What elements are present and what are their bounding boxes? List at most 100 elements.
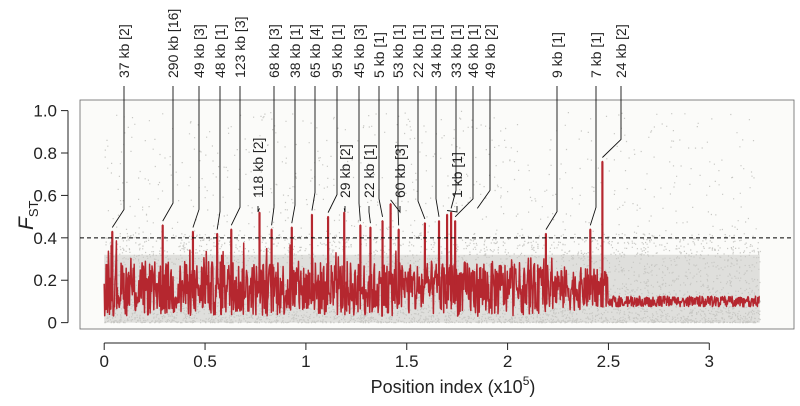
- peak-annotation: 5 kb [1]: [371, 32, 387, 217]
- annotation-leader: [454, 86, 474, 218]
- annotation-label: 22 kb [1]: [410, 24, 426, 78]
- peak-annotation: 9 kb [1]: [545, 32, 565, 230]
- annotation-label: 48 kb [1]: [212, 24, 228, 78]
- annotation-label: 45 kb [3]: [351, 24, 367, 78]
- y-tick-label: 0.6: [33, 186, 57, 205]
- x-tick-label: 0: [99, 352, 108, 371]
- y-axis-label: FST: [15, 201, 41, 230]
- peak-annotation: 7 kb [1]: [588, 32, 604, 226]
- window-line: [103, 160, 760, 317]
- annotation-leader: [216, 86, 221, 230]
- x-tick-label: 1: [301, 352, 310, 371]
- x-tick-label: 1.5: [395, 352, 419, 371]
- annotation-label: 60 kb [3]: [392, 144, 408, 198]
- annotation-label: 34 kb [1]: [428, 24, 444, 78]
- annotation-leader: [602, 86, 622, 158]
- annotation-label: 118 kb [2]: [250, 138, 266, 198]
- annotation-label: 38 kb [1]: [287, 24, 303, 78]
- annotation-leader: [271, 86, 275, 226]
- x-axis-label: Position index (x105): [371, 374, 536, 397]
- y-tick-label: 1.0: [33, 102, 57, 121]
- annotation-leader: [450, 86, 457, 209]
- annotation-leader: [390, 199, 401, 214]
- annotation-leader: [257, 206, 260, 213]
- annotation-label: 53 kb [1]: [390, 24, 406, 78]
- peak-annotation: 118 kb [2]: [250, 138, 266, 213]
- annotation-label: 33 kb [1]: [448, 24, 464, 78]
- peak-annotation: 45 kb [3]: [351, 24, 367, 222]
- x-tick-label: 2.5: [597, 352, 621, 371]
- axes: 0 0.5 1 1.5 2 2.5 3 0 0.2 0.4 0.6 0.8 1.0: [33, 102, 714, 371]
- peak-annotation: 29 kb [2]: [337, 144, 353, 213]
- peak-annotation: 22 kb [1]: [361, 144, 377, 224]
- annotation-label: 1 kb [1]: [449, 152, 465, 198]
- annotation-leader: [111, 86, 125, 228]
- annotation-label: 49 kb [2]: [482, 24, 498, 78]
- peak-annotation: 38 kb [1]: [287, 24, 303, 224]
- annotation-label: 65 kb [4]: [307, 24, 323, 78]
- annotation-leader: [343, 206, 346, 213]
- annotation-label: 95 kb [1]: [329, 24, 345, 78]
- annotation-leader: [417, 86, 426, 220]
- annotation-label: 123 kb [3]: [232, 17, 248, 79]
- x-axis-label-close: ): [529, 377, 535, 397]
- peak-annotation: 34 kb [1]: [428, 24, 444, 217]
- y-tick-label: 0.8: [33, 144, 57, 163]
- annotation-leader: [291, 86, 296, 224]
- annotation-leader: [589, 86, 597, 226]
- annotation-label: 24 kb [2]: [613, 24, 629, 78]
- peak-annotation: 290 kb [16]: [162, 9, 181, 222]
- peak-annotation: 60 kb [3]: [390, 144, 408, 214]
- x-tick-label: 0.5: [193, 352, 217, 371]
- annotation-label: 49 kb [3]: [191, 24, 207, 78]
- peak-annotation: 123 kb [3]: [230, 17, 248, 226]
- peak-annotation: 46 kb [1]: [454, 24, 481, 218]
- annotation-label: 9 kb [1]: [549, 32, 565, 78]
- window-series: [103, 160, 760, 317]
- annotation-label: 68 kb [3]: [266, 24, 282, 78]
- annotation-leader: [368, 206, 371, 224]
- peak-annotations: 37 kb [2] 290 kb [16] 49 kb [3] 48 kb [1] 12…: [111, 9, 629, 230]
- peak-annotation: 48 kb [1]: [212, 24, 228, 230]
- annotation-label: 29 kb [2]: [337, 144, 353, 198]
- annotation-leader: [476, 86, 491, 209]
- annotation-leader: [162, 86, 174, 222]
- annotation-leader: [358, 86, 361, 222]
- peak-annotation: 95 kb [1]: [327, 24, 345, 213]
- annotation-label: 7 kb [1]: [588, 32, 604, 78]
- peak-annotation: 65 kb [4]: [307, 24, 323, 211]
- peak-annotation: 68 kb [3]: [266, 24, 282, 226]
- annotation-leader: [327, 86, 338, 213]
- x-axis-label-exp: 5: [523, 374, 530, 388]
- annotation-leader: [435, 86, 440, 217]
- peak-annotation: 37 kb [2]: [111, 24, 132, 228]
- x-tick-label: 2: [503, 352, 512, 371]
- annotation-leader: [397, 86, 400, 226]
- annotation-leader: [378, 86, 383, 217]
- peak-annotation: 1 kb [1]: [447, 152, 465, 213]
- y-axis-label-sub: ST: [26, 201, 41, 218]
- y-tick-label: 0.4: [33, 229, 57, 248]
- annotation-leader: [447, 206, 458, 213]
- annotation-leader: [192, 86, 200, 228]
- annotation-leader: [311, 86, 316, 211]
- x-tick-label: 3: [705, 352, 714, 371]
- annotation-label: 5 kb [1]: [371, 32, 387, 78]
- annotation-label: 46 kb [1]: [465, 24, 481, 78]
- y-tick-label: 0: [48, 314, 57, 333]
- peak-annotation: 53 kb [1]: [390, 24, 406, 226]
- peak-annotation: 49 kb [2]: [476, 24, 498, 209]
- y-axis-label-main: F: [15, 216, 38, 230]
- y-tick-label: 0.2: [33, 271, 57, 290]
- annotation-label: 290 kb [16]: [165, 9, 181, 78]
- peak-annotation: 22 kb [1]: [410, 24, 426, 220]
- annotation-label: 22 kb [1]: [361, 144, 377, 198]
- annotation-label: 37 kb [2]: [116, 24, 132, 78]
- annotation-leader: [230, 86, 241, 226]
- peak-annotation: 24 kb [2]: [602, 24, 629, 158]
- annotation-leader: [545, 86, 558, 230]
- x-axis-label-main: Position index (x10: [371, 377, 523, 397]
- peak-annotation: 49 kb [3]: [191, 24, 207, 228]
- peak-annotation: 33 kb [1]: [448, 24, 464, 209]
